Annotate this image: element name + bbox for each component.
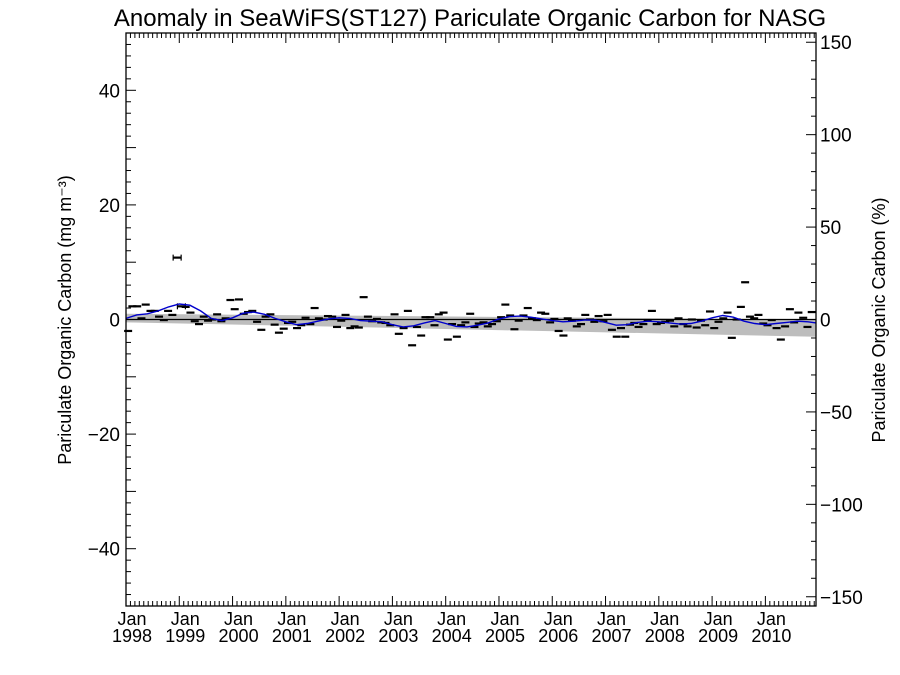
right-y-tick-label: −100	[820, 495, 863, 516]
x-tick-label-month: Jan	[171, 609, 200, 629]
x-tick-label-month: Jan	[597, 609, 626, 629]
x-tick-label-month: Jan	[117, 609, 146, 629]
right-y-tick-label: 100	[820, 126, 852, 147]
right-y-tick-label: 150	[820, 33, 852, 54]
x-tick-label-month: Jan	[650, 609, 679, 629]
left-y-tick-label: 0	[109, 311, 120, 332]
x-tick-label-month: Jan	[544, 609, 573, 629]
x-tick-label-year: 2003	[378, 626, 418, 646]
x-tick-label-year: 2009	[698, 626, 738, 646]
left-y-tick-label: 20	[99, 196, 120, 217]
x-tick-label-month: Jan	[331, 609, 360, 629]
left-y-tick-label: −20	[88, 425, 120, 446]
x-tick-label-year: 2002	[325, 626, 365, 646]
x-tick-label-year: 2010	[751, 626, 791, 646]
x-tick-label-year: 2000	[219, 626, 259, 646]
right-y-tick-label: 50	[820, 218, 841, 239]
x-tick-labels: Jan1998Jan1999Jan2000Jan2001Jan2002Jan20…	[112, 609, 791, 646]
x-tick-label-month: Jan	[437, 609, 466, 629]
x-tick-label-year: 2007	[592, 626, 632, 646]
left-y-axis-label: Pariculate Organic Carbon (mg m⁻³)	[55, 175, 75, 465]
right-y-tick-labels: −150 −100 −50 0 50 100 150	[820, 33, 863, 609]
x-tick-label-year: 2005	[485, 626, 525, 646]
right-y-tick-label: 0	[820, 311, 831, 332]
x-tick-label-month: Jan	[490, 609, 519, 629]
right-y-axis-label: Pariculate Organic Carbon (%)	[869, 197, 889, 442]
smoothed-series-layer	[125, 303, 817, 328]
left-y-tick-label: −40	[88, 540, 120, 561]
axis-ticks	[125, 32, 816, 607]
x-tick-label-year: 2006	[538, 626, 578, 646]
x-tick-label-year: 2001	[272, 626, 312, 646]
smoothed-series-line	[125, 303, 817, 328]
left-y-tick-labels: −40 −20 0 20 40	[88, 81, 120, 560]
x-tick-label-month: Jan	[704, 609, 733, 629]
x-tick-label-month: Jan	[224, 609, 253, 629]
x-tick-label-month: Jan	[384, 609, 413, 629]
x-tick-label-year: 2004	[432, 626, 472, 646]
right-y-tick-label: −150	[820, 588, 863, 609]
x-tick-label-year: 1999	[165, 626, 205, 646]
x-tick-label-month: Jan	[757, 609, 786, 629]
x-tick-label-month: Jan	[277, 609, 306, 629]
chart-title: Anomaly in SeaWiFS(ST127) Pariculate Org…	[114, 5, 826, 32]
x-tick-label-year: 1998	[112, 626, 152, 646]
left-y-tick-label: 40	[99, 81, 120, 102]
x-tick-label-year: 2008	[645, 626, 685, 646]
right-y-tick-label: −50	[820, 403, 852, 424]
